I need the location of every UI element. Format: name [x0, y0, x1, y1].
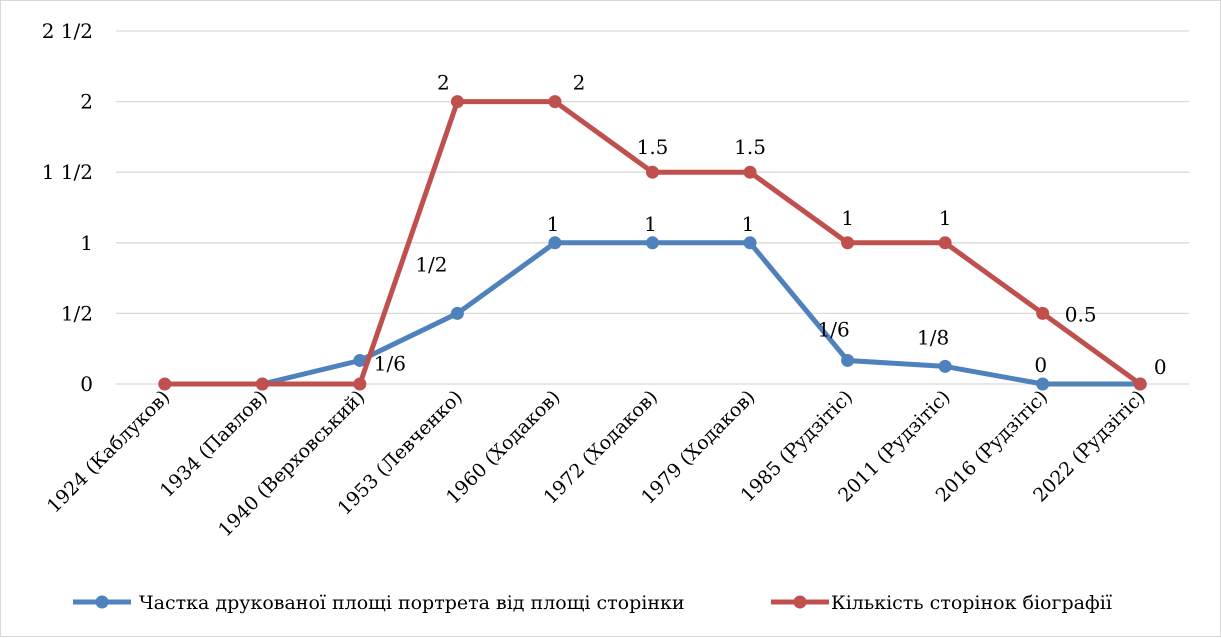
series-lines: [158, 95, 1147, 391]
biography-pages-point: [353, 377, 367, 391]
biography-pages-data-label: 1: [841, 206, 854, 230]
portrait-share-data-label: 1/6: [374, 351, 406, 375]
biography-pages-point: [158, 377, 172, 391]
y-tick-label: 2 1/2: [42, 19, 93, 43]
y-tick-label: 0: [80, 372, 93, 396]
portrait-share-data-label: 0: [1034, 353, 1047, 377]
biography-pages-data-label: 0: [1154, 355, 1167, 379]
portrait-share-point: [1036, 377, 1050, 391]
biography-pages-point: [646, 165, 659, 179]
legend-label-portrait-share: Частка друкованої площі портрета від пло…: [139, 592, 685, 614]
legend-label-biography-pages: Кількість сторінок біографії: [831, 592, 1112, 614]
y-tick-label: 1/2: [61, 301, 93, 325]
biography-pages-data-label: 1: [939, 206, 952, 230]
y-tick-label: 1: [80, 231, 93, 255]
y-axis-tick-labels: 0 1/2 1 1 1/2 2 2 1/2: [42, 19, 93, 396]
gridlines: [116, 30, 1189, 385]
biography-pages-point: [743, 165, 757, 179]
portrait-share-series-line: [259, 240, 1143, 387]
portrait-share-data-label: 1: [742, 212, 755, 236]
portrait-share-point: [743, 236, 757, 250]
portrait-share-data-label: 1/2: [415, 252, 447, 276]
biography-pages-point: [255, 377, 269, 391]
portrait-share-point: [450, 306, 464, 320]
portrait-share-data-label: 1/8: [917, 325, 949, 349]
legend: Частка друкованої площі портрета від пло…: [73, 592, 1112, 614]
biography-pages-data-label: 2: [437, 71, 450, 95]
biography-pages-point: [1036, 306, 1050, 320]
portrait-share-point: [548, 236, 562, 250]
portrait-share-point: [353, 353, 367, 367]
portrait-share-point: [646, 236, 659, 250]
y-tick-label: 1 1/2: [42, 160, 93, 184]
biography-pages-data-label: 1.5: [637, 135, 669, 159]
portrait-share-point: [938, 359, 952, 373]
data-labels: 1/6 1/2 1 1 1 1/6 1/8 0 2 2 1.5 1.5 1 1 0.5 0: [374, 71, 1167, 379]
y-tick-label: 2: [80, 90, 93, 114]
portrait-share-data-label: 1/6: [817, 317, 849, 341]
biography-pages-data-label: 0.5: [1065, 302, 1097, 326]
portrait-share-data-label: 1: [644, 212, 657, 236]
legend-swatch-marker-biography-pages: [793, 595, 807, 609]
x-axis-tick-labels: 1924 (Каблуков)1934 (Павлов)1940 (Верхов…: [43, 386, 1150, 541]
biography-pages-point: [841, 236, 855, 250]
biography-pages-point: [450, 95, 464, 109]
legend-swatch-marker-portrait-share: [95, 595, 109, 609]
biography-pages-point: [548, 95, 562, 109]
biography-pages-data-label: 2: [573, 71, 586, 95]
biography-pages-point: [1133, 377, 1147, 391]
x-tick-label: 1924 (Каблуков): [43, 386, 174, 517]
biography-pages-data-label: 1.5: [734, 135, 766, 159]
portrait-share-point: [841, 353, 855, 367]
biography-pages-point: [938, 236, 952, 250]
portrait-share-data-label: 1: [547, 212, 560, 236]
